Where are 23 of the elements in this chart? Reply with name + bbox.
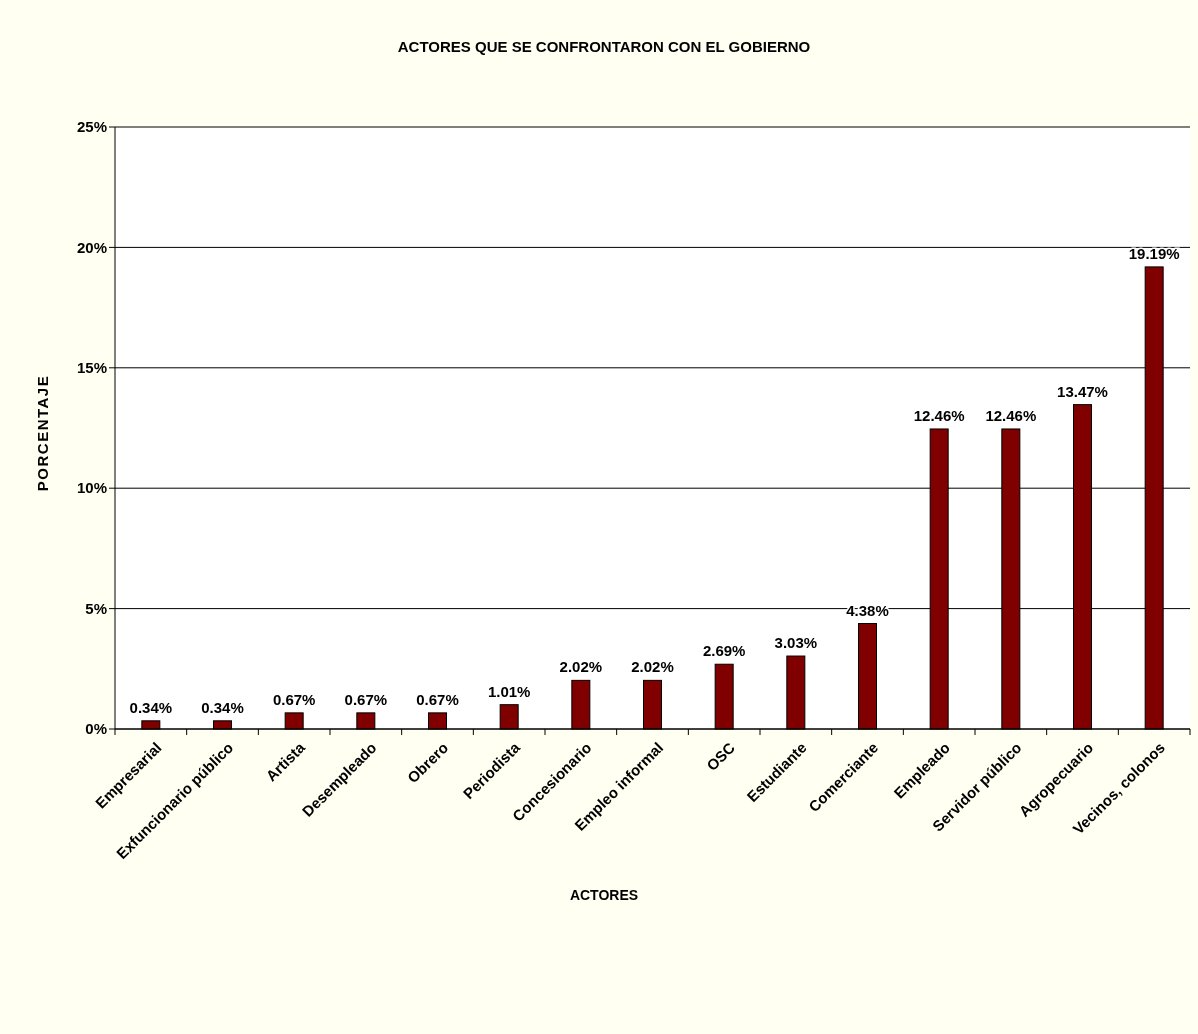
- x-axis-title: ACTORES: [569, 887, 639, 903]
- data-label: 0.67%: [344, 690, 388, 708]
- data-label: 3.03%: [774, 634, 818, 652]
- y-tick-label: 20%: [76, 238, 107, 256]
- y-tick-label: 5%: [85, 599, 107, 617]
- y-axis-title: PORCENTAJE: [34, 374, 51, 492]
- data-label: 13.47%: [1057, 382, 1108, 400]
- data-label: 1.01%: [487, 682, 531, 700]
- data-label: 12.46%: [985, 406, 1037, 424]
- data-label: 2.02%: [631, 658, 674, 676]
- data-label: 0.67%: [272, 690, 316, 708]
- data-label: 0.34%: [201, 698, 244, 716]
- y-tick-label: 25%: [76, 118, 107, 136]
- data-label: 0.34%: [129, 698, 173, 716]
- data-label: 19.19%: [1128, 244, 1180, 262]
- data-label: 0.67%: [416, 690, 459, 708]
- chart-title: ACTORES QUE SE CONFRONTARON CON EL GOBIERNO: [397, 38, 811, 55]
- data-label: 2.69%: [702, 642, 746, 660]
- y-tick-label: 10%: [76, 479, 107, 497]
- y-tick-label: 15%: [76, 359, 107, 377]
- data-label: 2.02%: [559, 658, 603, 676]
- y-tick-label: 0%: [85, 720, 107, 738]
- data-label: 12.46%: [913, 406, 965, 424]
